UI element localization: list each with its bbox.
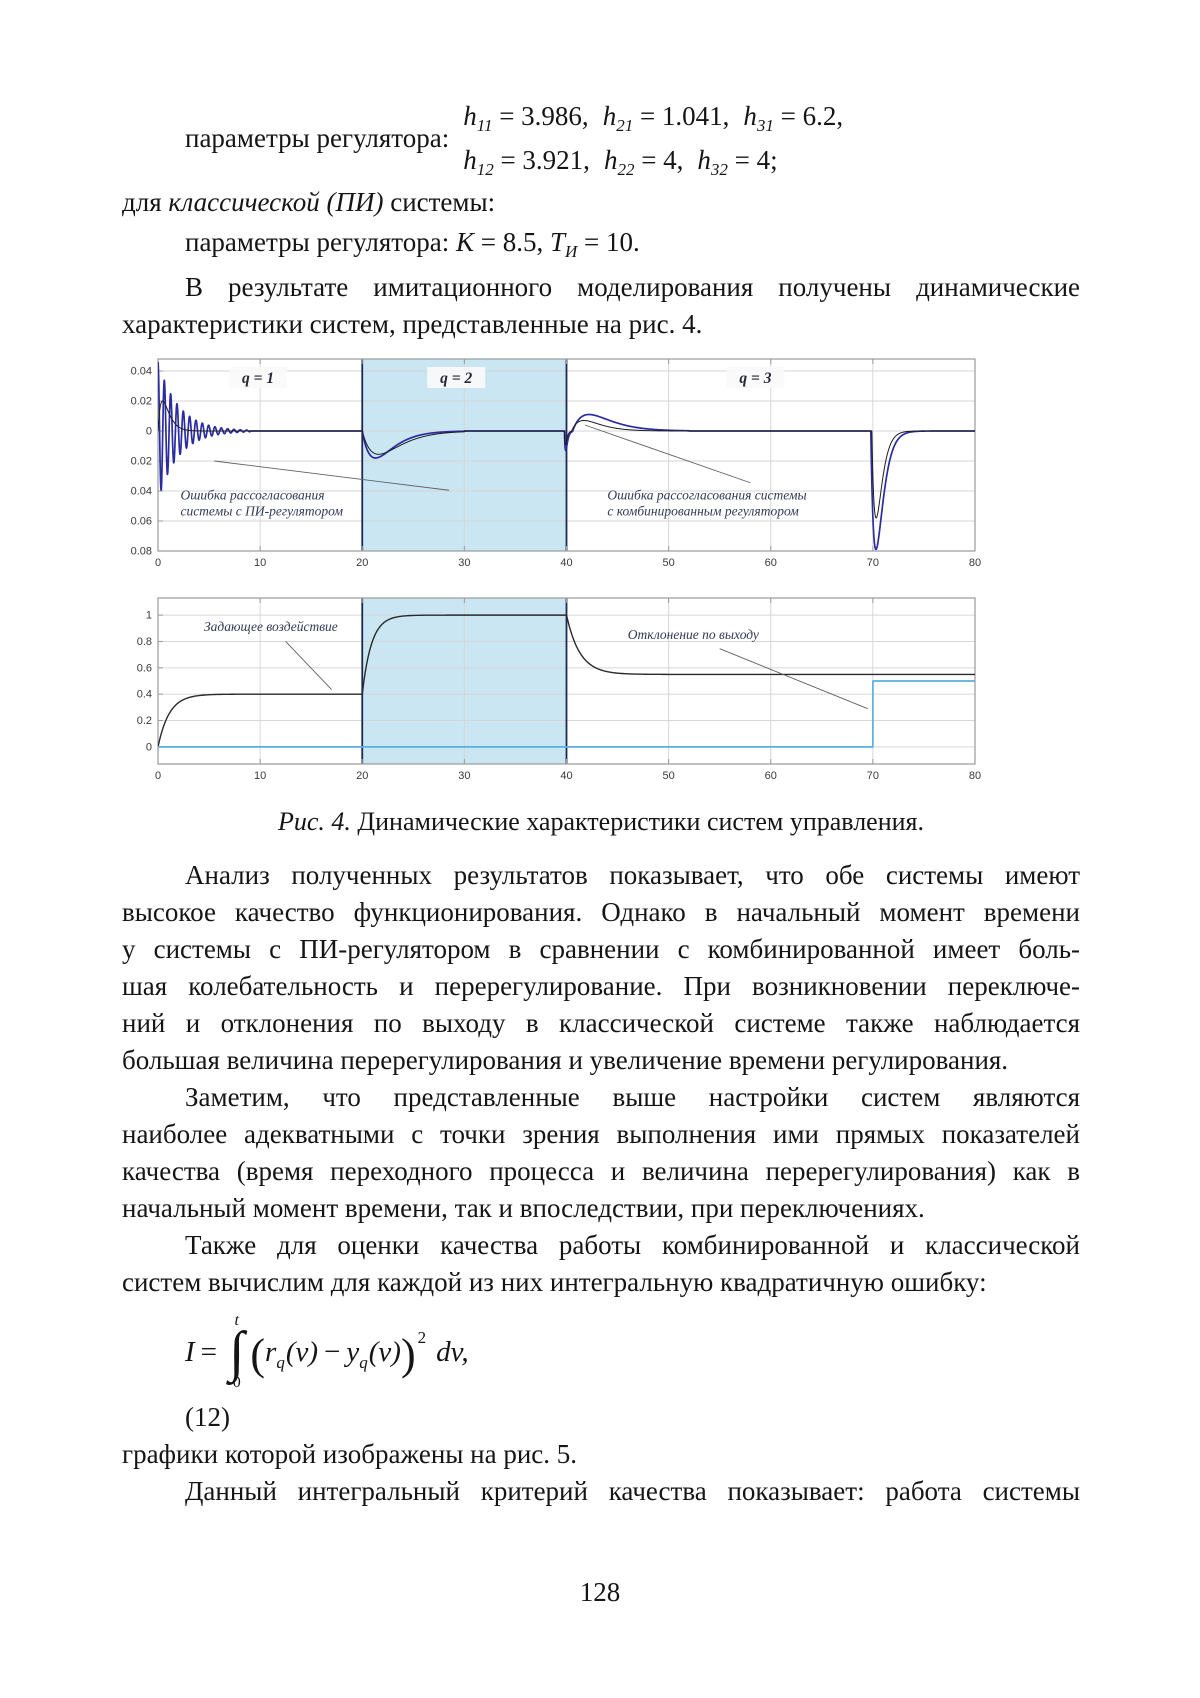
integral-sign: t ∫ 0 bbox=[229, 1312, 245, 1391]
paragraph-line: систем вычислим для каждой из них интегр… bbox=[122, 1267, 987, 1297]
integral-error-paragraph: Также для оценки качества работы комбини… bbox=[122, 1227, 1080, 1301]
svg-text:0.02: 0.02 bbox=[131, 396, 152, 408]
svg-text:10: 10 bbox=[254, 557, 266, 569]
svg-text:q = 3: q = 3 bbox=[739, 370, 771, 387]
chart-svg-outputs: Задающее воздействие Отклонение по выходу… bbox=[137, 597, 981, 782]
page: параметры регулятора: h11 = 3.986, h21 = … bbox=[122, 92, 1080, 1607]
figure-4: Ошибка рассогласования системы с ПИ-регул… bbox=[127, 351, 1022, 797]
paragraph-line: Анализ полученных результатов показывает… bbox=[185, 860, 1080, 890]
svg-text:-0.02: -0.02 bbox=[130, 456, 152, 468]
paragraph-line: качества (время переходного процесса и в… bbox=[122, 1156, 1080, 1186]
svg-text:60: 60 bbox=[765, 557, 777, 569]
svg-text:30: 30 bbox=[458, 770, 470, 782]
svg-text:q = 2: q = 2 bbox=[440, 370, 472, 387]
combined-regulator-params: параметры регулятора: h11 = 3.986, h21 = … bbox=[185, 92, 1080, 184]
h22-term: h22 = 4, bbox=[603, 145, 684, 179]
svg-text:10: 10 bbox=[254, 770, 266, 782]
equation-number: (12) bbox=[185, 1402, 230, 1432]
paragraph-line: Также для оценки качества работы комбини… bbox=[185, 1230, 1080, 1260]
svg-text:0: 0 bbox=[155, 770, 161, 782]
h-parameters-matrix: h11 = 3.986, h21 = 1.041, h31 = 6.2, h12 =… bbox=[463, 94, 857, 182]
h11-term: h11 = 3.986, bbox=[463, 101, 589, 135]
classic-system-line: для классической (ПИ) системы: bbox=[122, 187, 496, 217]
svg-text:0.04: 0.04 bbox=[131, 366, 152, 378]
svg-text:0: 0 bbox=[155, 557, 161, 569]
svg-text:80: 80 bbox=[969, 557, 981, 569]
svg-text:0.4: 0.4 bbox=[137, 689, 152, 701]
svg-text:-0.06: -0.06 bbox=[130, 516, 152, 528]
svg-text:Задающее воздействие: Задающее воздействие bbox=[204, 619, 338, 634]
h12-term: h12 = 3.921, bbox=[463, 145, 590, 179]
params-label: параметры регулятора: bbox=[185, 122, 450, 153]
svg-text:20: 20 bbox=[356, 557, 368, 569]
svg-text:0: 0 bbox=[146, 426, 152, 438]
pi-regulator-params: параметры регулятора: K = 8.5, TИ = 10. bbox=[185, 227, 640, 261]
svg-text:20: 20 bbox=[356, 770, 368, 782]
h21-term: h21 = 1.041, bbox=[602, 101, 730, 135]
paragraph-line: большая величина перерегулирования и уве… bbox=[122, 1045, 1009, 1075]
svg-text:Ошибка рассогласования: Ошибка рассогласования bbox=[180, 487, 324, 502]
svg-text:0.2: 0.2 bbox=[137, 715, 152, 727]
figure-caption: Рис. 4. Динамические характеристики сист… bbox=[277, 807, 925, 836]
paragraph-line: шая колебательность и перерегулирование.… bbox=[122, 971, 1080, 1001]
paragraph-line: высокое качество функционирования. Однак… bbox=[122, 897, 1080, 927]
svg-text:0.6: 0.6 bbox=[137, 662, 152, 674]
svg-text:80: 80 bbox=[969, 770, 981, 782]
equation-integrand: (rq(v) − yq(v)) 2 dv, bbox=[250, 1327, 469, 1379]
svg-text:70: 70 bbox=[867, 770, 879, 782]
analysis-paragraph: Анализ полученных результатов показывает… bbox=[122, 857, 1080, 1079]
svg-text:Ошибка рассогласования системы: Ошибка рассогласования системы bbox=[607, 487, 806, 502]
h31-term: h31 = 6.2, bbox=[743, 101, 844, 135]
svg-text:40: 40 bbox=[560, 770, 572, 782]
paragraph-line: В результате имитационного моделирования… bbox=[185, 272, 1080, 302]
equation-lhs: I = bbox=[185, 1335, 218, 1368]
svg-text:60: 60 bbox=[765, 770, 777, 782]
svg-text:40: 40 bbox=[560, 557, 572, 569]
note-paragraph: Заметим, что представленные выше настрой… bbox=[122, 1079, 1080, 1227]
svg-text:0: 0 bbox=[146, 741, 152, 753]
paragraph-line: у системы с ПИ-регулятором в сравнении с… bbox=[122, 934, 1080, 964]
svg-text:-0.08: -0.08 bbox=[130, 546, 152, 558]
svg-text:q = 1: q = 1 bbox=[242, 370, 274, 387]
svg-text:с комбинированным регулятором: с комбинированным регулятором bbox=[607, 503, 799, 518]
svg-text:0.8: 0.8 bbox=[137, 636, 152, 648]
chart-output-dynamics: Задающее воздействие Отклонение по выходу… bbox=[130, 592, 1022, 797]
paragraph-line: Заметим, что представленные выше настрой… bbox=[185, 1082, 1080, 1112]
svg-text:70: 70 bbox=[867, 557, 879, 569]
svg-text:30: 30 bbox=[458, 557, 470, 569]
h32-term: h32 = 4; bbox=[697, 145, 778, 179]
svg-text:50: 50 bbox=[663, 770, 675, 782]
h-parameters-row-1: h11 = 3.986, h21 = 1.041, h31 = 6.2, bbox=[463, 94, 857, 138]
paragraph-line: ний и отклонения по выходу в классическо… bbox=[122, 1008, 1080, 1038]
equation-12: I = t ∫ 0 (rq(v) − yq(v)) 2 dv, bbox=[185, 1309, 1080, 1395]
paragraph-line: характеристики систем, представленные на… bbox=[122, 309, 703, 339]
classic-italic: классической (ПИ) bbox=[168, 187, 384, 217]
paragraph-line: наиболее адекватными с точки зрения выпо… bbox=[122, 1119, 1080, 1149]
page-number: 128 bbox=[579, 1577, 621, 1607]
h-parameters-row-2: h12 = 3.921, h22 = 4, h32 = 4; bbox=[463, 138, 857, 182]
svg-text:1: 1 bbox=[146, 610, 152, 622]
figure-caption-label: Рис. 4. bbox=[277, 807, 351, 836]
svg-text:-0.04: -0.04 bbox=[130, 486, 152, 498]
closing-paragraph-line: Данный интегральный критерий качества по… bbox=[185, 1476, 1080, 1506]
intro-paragraph: В результате имитационного моделирования… bbox=[122, 269, 1080, 343]
equation-tail-line: графики которой изображены на рис. 5. bbox=[122, 1439, 578, 1469]
svg-text:Отклонение по выходу: Отклонение по выходу bbox=[628, 627, 759, 642]
chart-error-dynamics: Ошибка рассогласования системы с ПИ-регул… bbox=[127, 351, 1022, 578]
svg-text:системы с ПИ-регулятором: системы с ПИ-регулятором bbox=[180, 503, 343, 518]
svg-text:50: 50 bbox=[663, 557, 675, 569]
paragraph-line: начальный момент времени, так и впоследс… bbox=[122, 1193, 925, 1223]
